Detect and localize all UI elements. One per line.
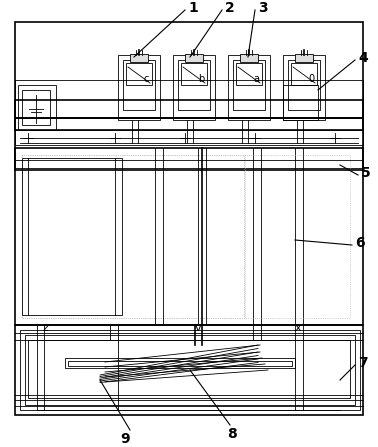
Text: 0: 0 — [308, 74, 314, 84]
Bar — [181, 63, 207, 85]
Bar — [185, 54, 203, 62]
Text: 6: 6 — [355, 236, 365, 250]
Bar — [25, 335, 355, 405]
Text: z: z — [42, 323, 48, 333]
Text: 5: 5 — [361, 166, 371, 180]
Bar — [173, 55, 215, 120]
Text: 7: 7 — [358, 356, 368, 370]
Bar — [28, 340, 350, 398]
Bar — [15, 118, 363, 130]
Bar — [240, 54, 258, 62]
Bar — [126, 63, 152, 85]
Bar — [178, 60, 210, 110]
Bar — [68, 361, 292, 366]
Text: 9: 9 — [120, 432, 130, 446]
Bar — [118, 55, 160, 120]
Bar — [130, 54, 148, 62]
Bar — [15, 130, 363, 145]
Bar — [15, 148, 363, 325]
Text: 4: 4 — [358, 51, 368, 65]
Text: x: x — [295, 323, 301, 333]
Bar — [15, 100, 363, 118]
Text: v: v — [195, 323, 201, 333]
Text: 1: 1 — [188, 1, 198, 15]
Bar — [22, 155, 244, 318]
Bar — [65, 358, 295, 368]
Bar — [22, 90, 50, 125]
Bar — [15, 80, 363, 118]
Text: 8: 8 — [227, 427, 237, 441]
Bar — [291, 63, 317, 85]
Bar — [233, 60, 265, 110]
Bar — [15, 22, 363, 170]
Bar — [288, 60, 320, 110]
Bar — [22, 158, 122, 315]
Bar — [18, 85, 56, 130]
Bar — [123, 60, 155, 110]
Bar — [245, 155, 350, 318]
Text: 2: 2 — [225, 1, 235, 15]
Bar — [295, 54, 313, 62]
Text: b: b — [198, 74, 204, 84]
Text: c: c — [143, 74, 149, 84]
Bar — [283, 55, 325, 120]
Text: a: a — [253, 74, 259, 84]
Bar — [283, 85, 318, 120]
Bar — [15, 325, 363, 415]
Bar — [228, 55, 270, 120]
Bar — [236, 63, 262, 85]
Bar — [20, 330, 360, 410]
Text: 3: 3 — [258, 1, 268, 15]
